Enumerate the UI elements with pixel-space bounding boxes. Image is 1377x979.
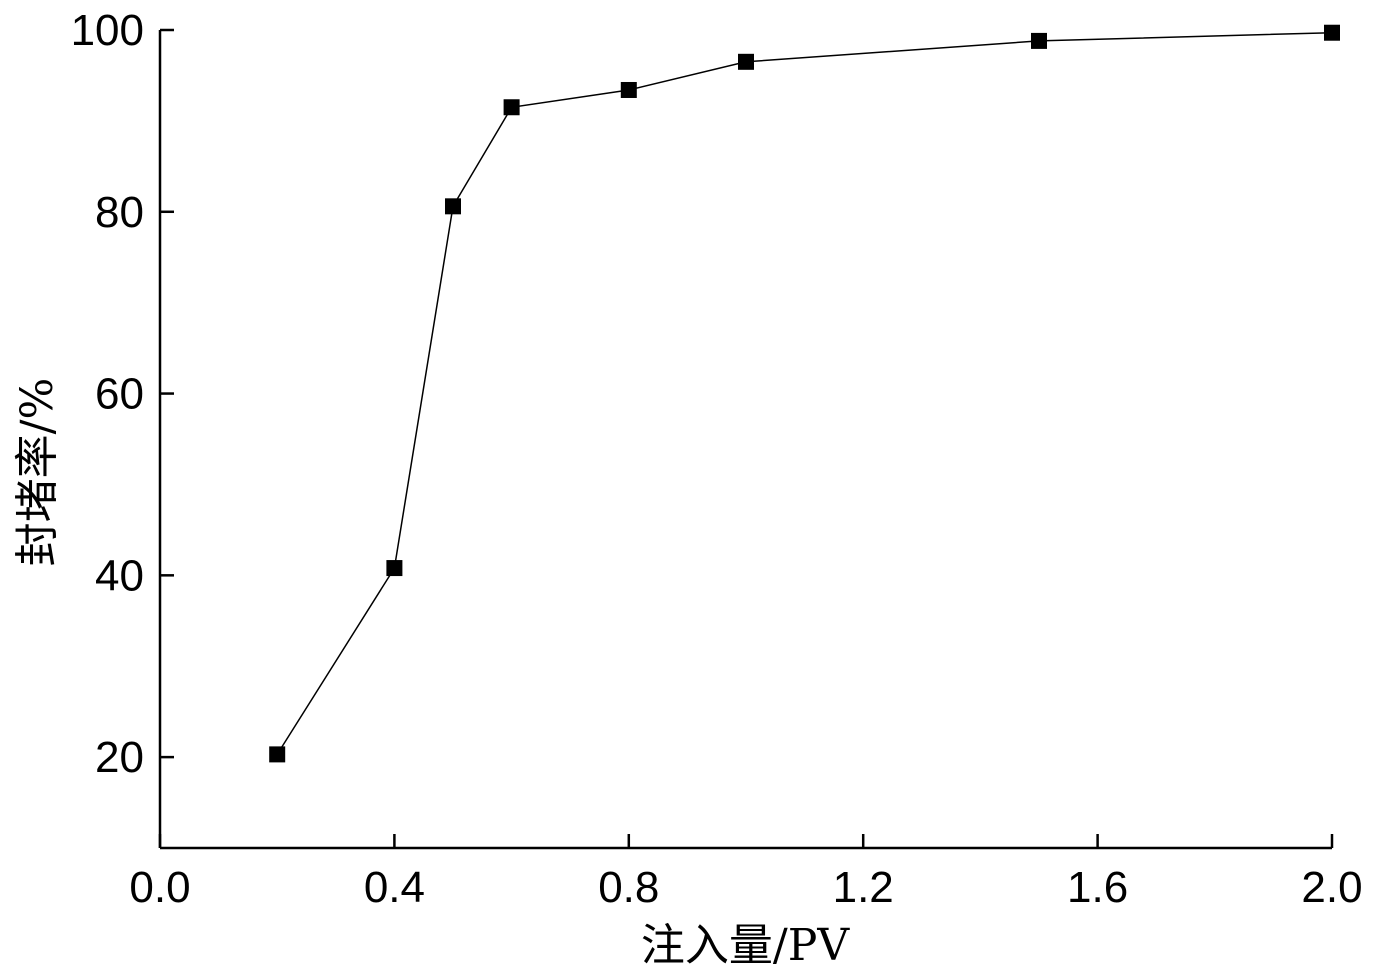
x-tick-label: 2.0	[1301, 863, 1362, 912]
x-ticks: 0.0 0.4 0.8 1.2 1.6 2.0	[129, 834, 1362, 912]
data-point	[1031, 33, 1047, 49]
x-axis-title: 注入量/PV	[641, 920, 850, 971]
x-tick-label: 0.8	[598, 863, 659, 912]
y-tick-label: 20	[95, 733, 144, 782]
x-tick-label: 1.6	[1067, 863, 1128, 912]
series-layer	[269, 25, 1340, 763]
data-point	[504, 99, 520, 115]
data-point	[1324, 25, 1340, 41]
x-tick-label: 0.0	[129, 863, 190, 912]
y-tick-label: 80	[95, 188, 144, 237]
data-point	[386, 560, 402, 576]
x-tick-label: 1.2	[833, 863, 894, 912]
data-point	[445, 198, 461, 214]
x-tick-label: 0.4	[364, 863, 425, 912]
data-point	[269, 746, 285, 762]
data-point	[738, 54, 754, 70]
y-tick-label: 100	[71, 6, 144, 55]
y-axis-title: 封堵率/%	[12, 378, 63, 567]
y-ticks: 20 40 60 80 100	[71, 6, 174, 782]
data-point	[621, 82, 637, 98]
y-tick-label: 60	[95, 370, 144, 419]
y-tick-label: 40	[95, 551, 144, 600]
axes	[160, 30, 1332, 848]
series-line	[277, 33, 1332, 755]
